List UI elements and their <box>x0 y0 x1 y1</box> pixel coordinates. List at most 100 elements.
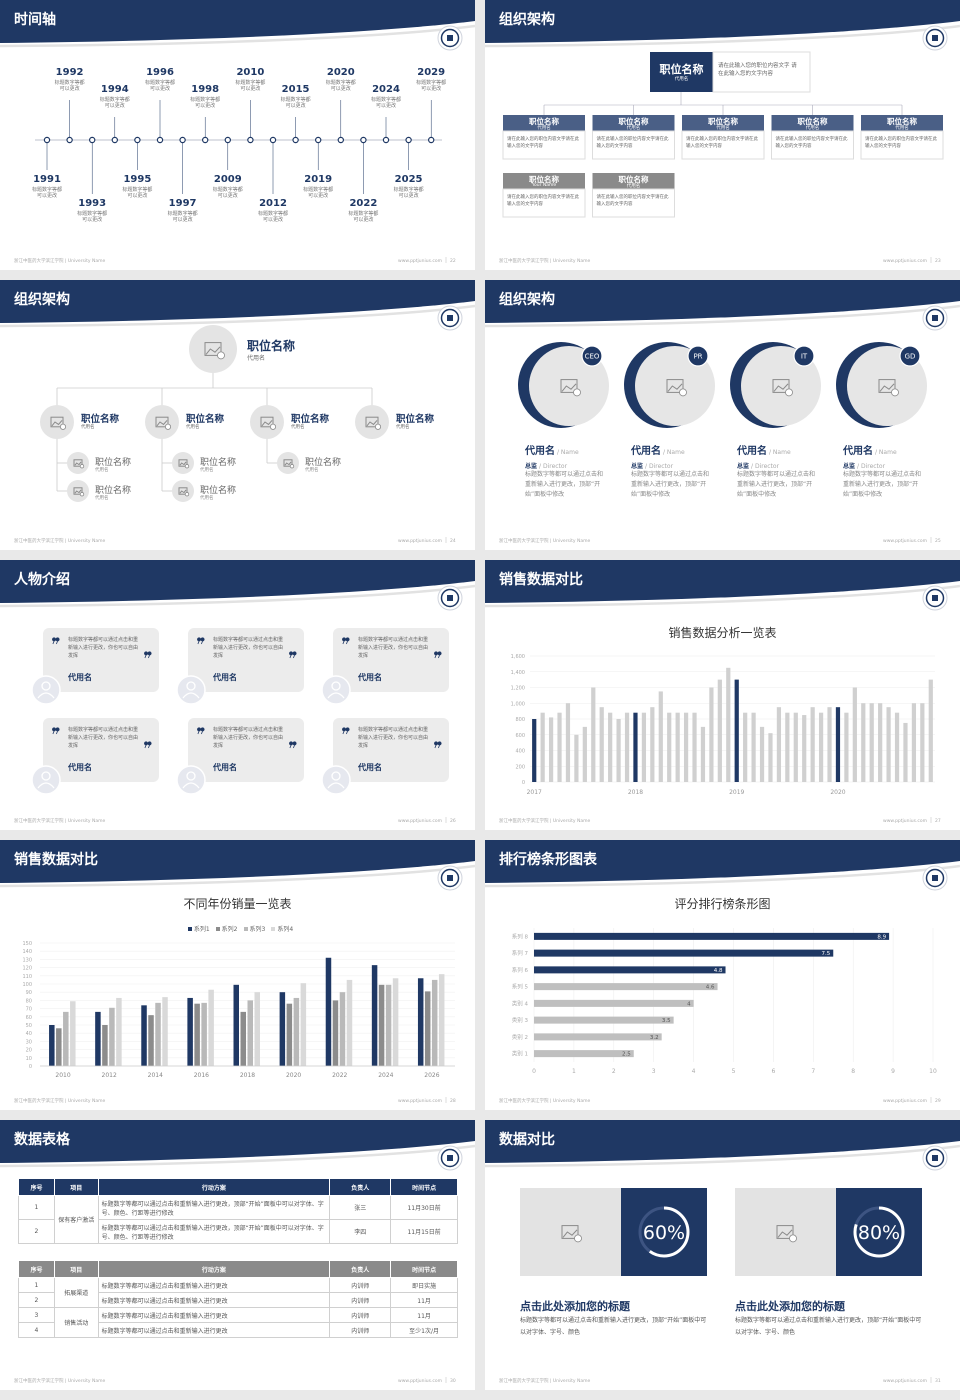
bar <box>300 983 307 1066</box>
y-tick-label: 20 <box>26 1048 32 1054</box>
child-avatar <box>172 452 194 474</box>
logo-core <box>932 35 938 41</box>
bar <box>869 703 874 782</box>
x-tick-label: 2014 <box>148 1072 163 1079</box>
logo-inner <box>925 308 945 328</box>
header-band <box>485 280 960 323</box>
box-body <box>860 130 944 160</box>
footer-left: 浙江中医药大学滨江学院 | University Name <box>14 257 106 264</box>
image-icon-mountain <box>773 383 789 392</box>
quote-open <box>197 637 201 645</box>
member-text: 标题数字等都可以通过点击和重新输入进行更改，顶部“开始”面板中修改 <box>525 471 604 498</box>
badge-text: IT <box>801 353 808 361</box>
header-curve <box>0 864 475 888</box>
card-text: 标题数字等都可以通过点击和重新输入进行更改，你也可以自由发挥 <box>358 727 429 749</box>
value-label: 4.6 <box>706 985 715 991</box>
image-icon <box>178 487 188 495</box>
header-band <box>485 1120 960 1163</box>
image-icon-mountain <box>562 1229 578 1238</box>
logo-inner <box>440 868 460 888</box>
slide-canvas: 浙江中医药大学滨江学院 | University Name www.pptjuni… <box>0 1120 475 1384</box>
image-icon-mountain <box>261 420 273 427</box>
child-subtitle: 代用名 <box>200 468 214 473</box>
head-box <box>650 52 713 92</box>
footer-left: 浙江中医药大学滨江学院 | University Name <box>14 537 106 544</box>
logo-core <box>447 875 453 881</box>
bar <box>254 992 260 1066</box>
bar <box>802 715 807 782</box>
slide: 浙江中医药大学滨江学院 | University Name www.pptjuni… <box>485 280 960 550</box>
image-icon <box>73 459 83 467</box>
member-name-en: / Name <box>769 449 791 456</box>
timeline-text: 标题数字等都可以更改 <box>54 80 85 92</box>
slide-canvas: 浙江中医药大学滨江学院 | University Name www.pptjuni… <box>0 840 475 1104</box>
badge <box>899 345 921 367</box>
header-band <box>485 840 960 883</box>
quote-close <box>289 741 293 749</box>
header-band <box>0 1120 475 1163</box>
bar <box>667 712 672 782</box>
logo-inner <box>925 1148 945 1168</box>
table-cell: 标题数字等都可以通过点击和重新输入进行更改，顶部“开始”面板中可以对字体、字号、… <box>97 1219 331 1244</box>
card-avatar-head <box>331 681 341 691</box>
bar <box>233 984 239 1066</box>
head-title: 职位名称 <box>247 339 296 353</box>
timeline-dot <box>224 136 231 144</box>
badge <box>687 345 709 367</box>
donut-label: 60% <box>643 1222 685 1244</box>
bar <box>208 989 214 1066</box>
timeline-year: 2012 <box>259 198 287 209</box>
slide: 浙江中医药大学滨江学院 | University Name www.pptjuni… <box>485 1120 960 1390</box>
legend-label: 系列2 <box>221 926 238 933</box>
card-text: 标题数字等都可以通过点击和重新输入进行更改，你也可以自由发挥 <box>68 637 139 659</box>
slide-title: 数据对比 <box>499 1132 555 1148</box>
x-tick-label: 2016 <box>194 1072 209 1079</box>
table-header-cell: 项目 <box>53 1260 99 1278</box>
member-name: 代用名 <box>737 446 767 457</box>
child-avatar <box>67 480 89 502</box>
box-header <box>771 115 854 131</box>
image-panel <box>520 1188 621 1276</box>
image-icon <box>365 416 379 428</box>
header-band <box>0 280 475 323</box>
box-header <box>503 115 585 131</box>
card-name: 代用名 <box>358 763 382 772</box>
timeline-year: 2009 <box>213 174 242 185</box>
logo-inner <box>440 28 460 48</box>
image-icon-plus <box>679 388 687 397</box>
table-cell: 标题数字等都可以通过点击和重新输入进行更改，顶部“开始”面板中可以对字体、字号、… <box>97 1195 331 1220</box>
data-table: 序号 项目 行动方案 负责人 时间节点 1 保有客户激活 标题数字等都可以通过点击和重新输入进… <box>18 1178 458 1244</box>
y-tick-label: 150 <box>22 941 32 947</box>
image-icon-mountain <box>74 461 82 466</box>
head-text: 请在此输入您的职位内容文字 请在此输入您的文字内容 <box>718 63 797 77</box>
page-number: 29 <box>935 1098 941 1104</box>
bar <box>424 991 431 1066</box>
image-icon-plus <box>574 1234 582 1243</box>
slide: 浙江中医药大学滨江学院 | University Name www.pptjuni… <box>0 0 475 270</box>
slide-canvas: 浙江中医药大学滨江学院 | University Name www.pptjuni… <box>0 280 475 544</box>
image-icon <box>50 416 64 428</box>
value-label: 4.8 <box>714 968 723 974</box>
y-tick-label: 0 <box>29 1064 32 1070</box>
image-icon <box>878 379 896 393</box>
legend-swatch <box>215 927 220 931</box>
box-text: 请在此输入您的职位内容文字请在此输入您的文字内容 <box>596 195 669 207</box>
child-avatar <box>277 452 299 474</box>
timeline-text: 标题数字等都可以更改 <box>122 187 153 199</box>
bar <box>155 1002 161 1066</box>
y-tick-label: 0 <box>522 780 525 786</box>
member-text: 标题数字等都可以通过点击和重新输入进行更改，顶部“开始”面板中修改 <box>737 471 816 498</box>
table-header-cell: 序号 <box>18 1178 55 1196</box>
bar <box>768 733 773 782</box>
card-name: 代用名 <box>358 673 382 682</box>
logo-inner <box>440 308 460 328</box>
y-tick-label: 类别 3 <box>512 1016 529 1024</box>
node-title: 职位名称 <box>396 414 435 425</box>
value-label: 3.5 <box>662 1018 671 1024</box>
bar <box>141 1005 147 1066</box>
bar <box>776 707 782 782</box>
donut-arc <box>853 1206 905 1258</box>
header-curve <box>485 304 960 328</box>
bar <box>339 992 346 1066</box>
legend: 系列1 系列2 系列3 系列4 <box>0 924 475 933</box>
